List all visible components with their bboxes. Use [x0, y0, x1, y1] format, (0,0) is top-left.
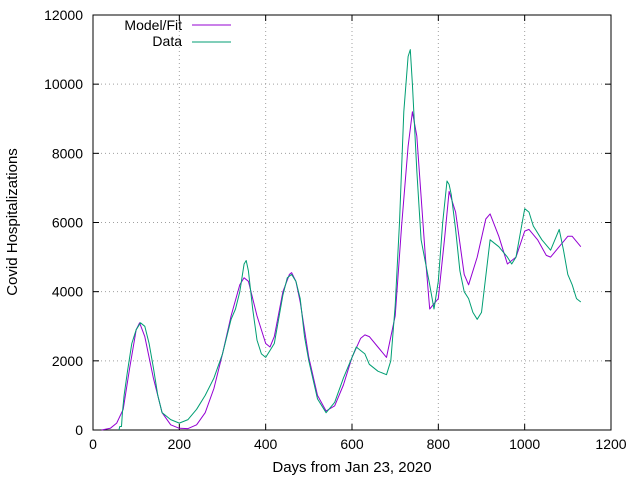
legend: Model/Fit Data — [124, 17, 231, 49]
y-tick-label: 10000 — [44, 76, 83, 92]
x-tick-label: 1000 — [509, 436, 540, 452]
y-axis-label: Covid Hospitalizations — [4, 148, 21, 296]
grid-lines — [93, 15, 611, 430]
series-line-data — [118, 49, 582, 431]
y-tick-label: 2000 — [52, 353, 83, 369]
series-line-model-fit — [101, 111, 582, 431]
axis-ticks: 0 200 400 600 800 1000 12000200040006000800010… — [44, 7, 627, 452]
legend-label-model-fit: Model/Fit — [124, 17, 182, 33]
legend-label-data: Data — [152, 33, 182, 49]
y-tick-label: 6000 — [52, 215, 83, 231]
x-tick-label: 800 — [427, 436, 451, 452]
series-layer — [101, 49, 582, 431]
x-tick-label: 1200 — [595, 436, 626, 452]
y-tick-label: 4000 — [52, 284, 83, 300]
x-tick-label: 0 — [89, 436, 97, 452]
y-tick-label: 12000 — [44, 7, 83, 23]
x-tick-label: 600 — [340, 436, 364, 452]
x-tick-label: 200 — [168, 436, 192, 452]
y-tick-label: 0 — [75, 422, 83, 438]
x-axis-label: Days from Jan 23, 2020 — [272, 459, 431, 476]
x-tick-label: 400 — [254, 436, 278, 452]
y-tick-label: 8000 — [52, 145, 83, 161]
